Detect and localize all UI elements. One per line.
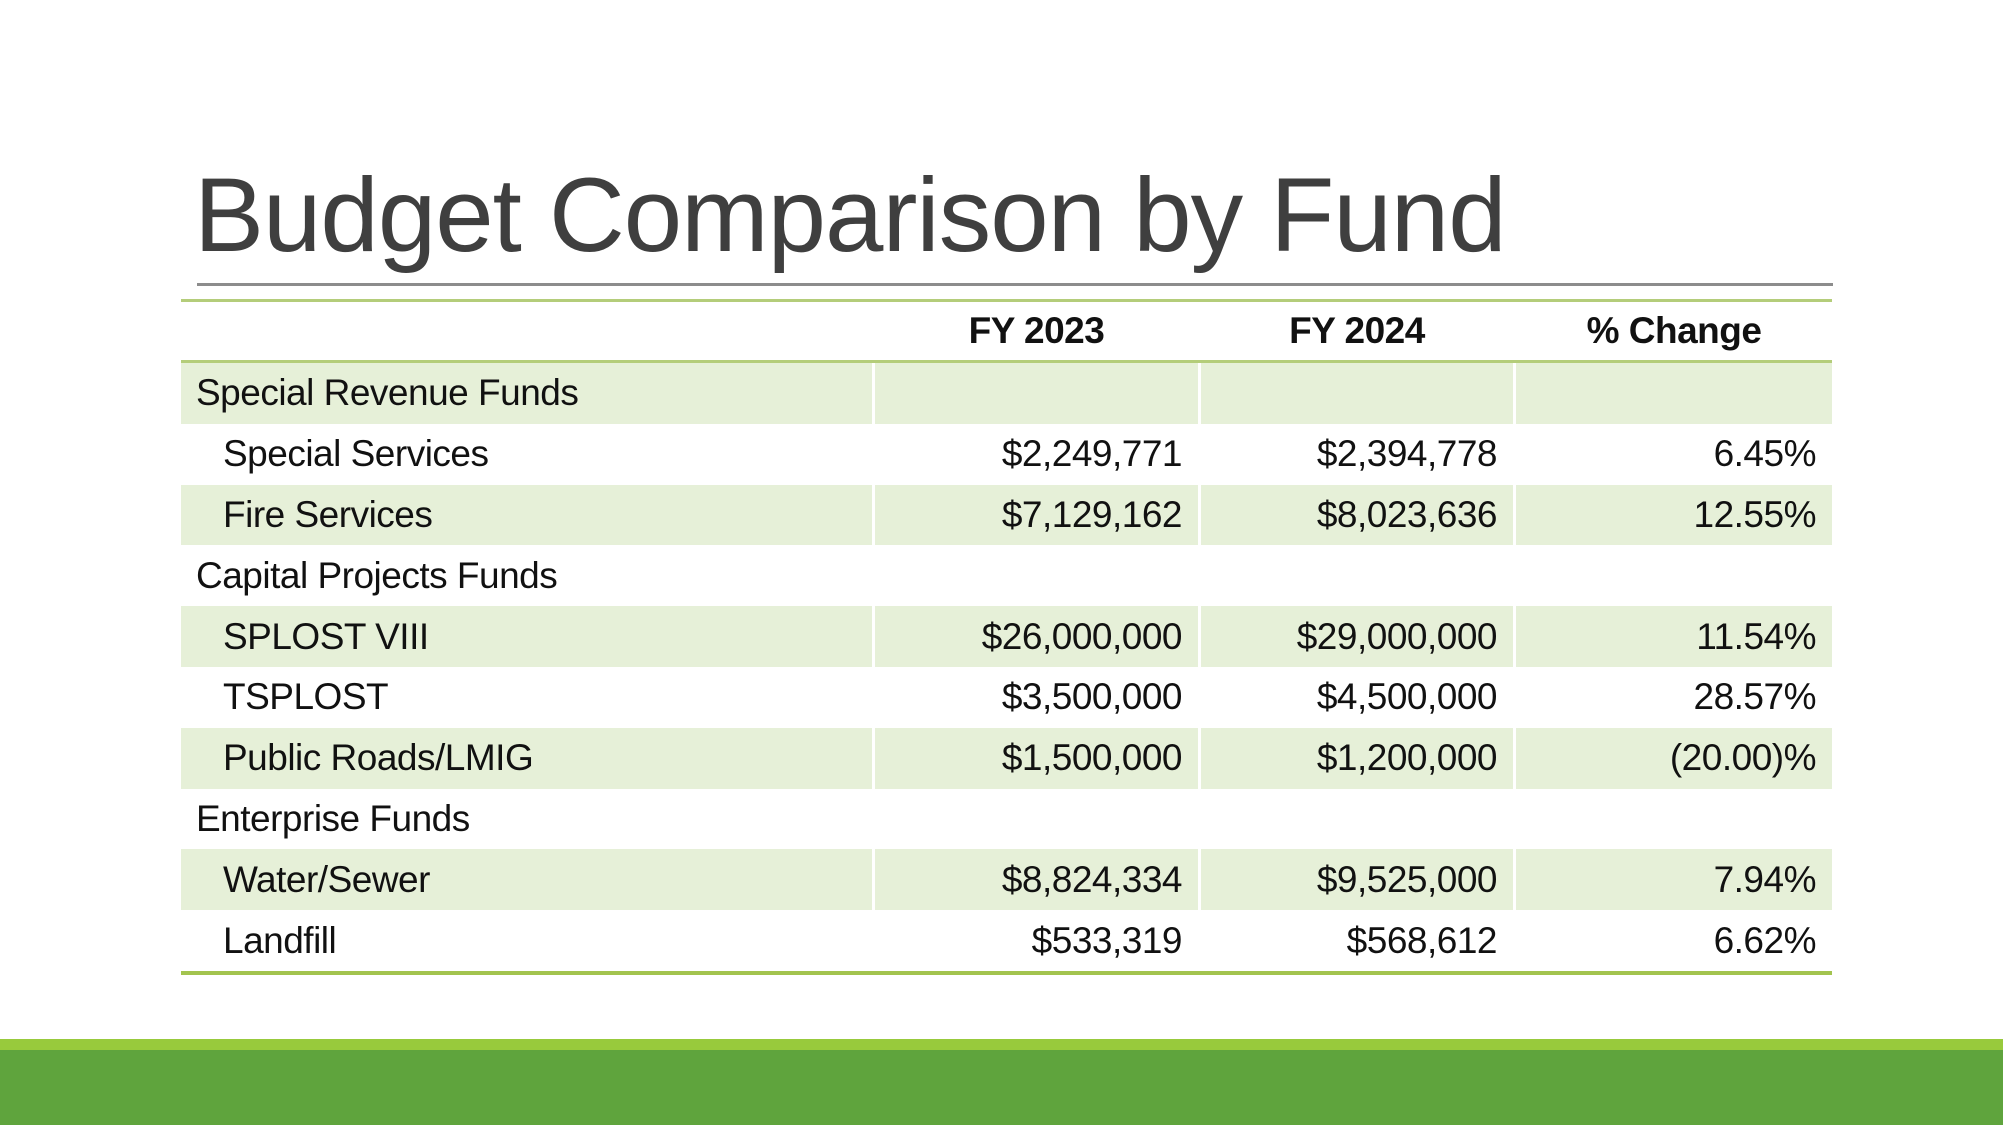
fy2024-value: $568,612 bbox=[1198, 910, 1513, 971]
pct-change-value: 6.45% bbox=[1513, 423, 1832, 485]
pct-change-value: 11.54% bbox=[1513, 606, 1832, 667]
pct-change-value: 6.62% bbox=[1513, 910, 1832, 971]
footer-accent-band-light bbox=[0, 1039, 2003, 1050]
fy2024-value bbox=[1198, 363, 1513, 424]
fy2023-value: $2,249,771 bbox=[872, 423, 1198, 485]
fund-label: Landfill bbox=[223, 919, 337, 961]
fy2023-value bbox=[872, 788, 1198, 850]
fy2024-value: $4,500,000 bbox=[1198, 666, 1513, 728]
table-row-category: Special Revenue Funds bbox=[181, 363, 1832, 424]
table-row-category: Enterprise Funds bbox=[181, 788, 1832, 850]
fy2023-value: $8,824,334 bbox=[872, 849, 1198, 911]
fy2024-value: $29,000,000 bbox=[1198, 606, 1513, 667]
pct-change-value: 7.94% bbox=[1513, 849, 1832, 911]
table-row: Water/Sewer $8,824,334 $9,525,000 7.94% bbox=[181, 849, 1832, 911]
pct-change-value: 28.57% bbox=[1513, 666, 1832, 728]
fund-label: Special Services bbox=[223, 433, 489, 475]
table-row-category: Capital Projects Funds bbox=[181, 545, 1832, 607]
fund-category-label: Enterprise Funds bbox=[196, 797, 470, 839]
footer-accent-band-dark bbox=[0, 1050, 2003, 1125]
table-row: Landfill $533,319 $568,612 6.62% bbox=[181, 910, 1832, 971]
pct-change-value: 12.55% bbox=[1513, 484, 1832, 546]
table-row: Special Services $2,249,771 $2,394,778 6… bbox=[181, 423, 1832, 485]
fund-label: TSPLOST bbox=[223, 676, 389, 718]
fund-label: SPLOST VIII bbox=[181, 606, 872, 667]
fy2023-value: $533,319 bbox=[872, 910, 1198, 971]
fund-label: Water/Sewer bbox=[181, 849, 872, 911]
fund-label: Public Roads/LMIG bbox=[181, 727, 872, 789]
pct-change-value bbox=[1513, 545, 1832, 607]
fy2023-value: $1,500,000 bbox=[872, 727, 1198, 789]
table-row: Public Roads/LMIG $1,500,000 $1,200,000 … bbox=[181, 727, 1832, 789]
column-header-fy2023: FY 2023 bbox=[872, 302, 1198, 360]
table-row: Fire Services $7,129,162 $8,023,636 12.5… bbox=[181, 484, 1832, 546]
fy2023-value: $26,000,000 bbox=[872, 606, 1198, 667]
budget-comparison-table: FY 2023 FY 2024 % Change Special Revenue… bbox=[181, 299, 1832, 975]
title-underline bbox=[197, 283, 1833, 286]
fy2024-value bbox=[1198, 788, 1513, 850]
fund-category-label: Special Revenue Funds bbox=[181, 363, 872, 424]
pct-change-value: (20.00)% bbox=[1513, 727, 1832, 789]
fy2024-value: $8,023,636 bbox=[1198, 484, 1513, 546]
table-row: SPLOST VIII $26,000,000 $29,000,000 11.5… bbox=[181, 606, 1832, 667]
fund-category-label: Capital Projects Funds bbox=[196, 554, 558, 596]
column-header-fy2024: FY 2024 bbox=[1198, 302, 1513, 360]
fy2023-value bbox=[872, 363, 1198, 424]
pct-change-value bbox=[1513, 788, 1832, 850]
table-row: TSPLOST $3,500,000 $4,500,000 28.57% bbox=[181, 666, 1832, 728]
fy2024-value: $1,200,000 bbox=[1198, 727, 1513, 789]
column-header-pct-change: % Change bbox=[1513, 302, 1832, 360]
page-title: Budget Comparison by Fund bbox=[194, 157, 1507, 274]
fy2023-value: $7,129,162 bbox=[872, 484, 1198, 546]
pct-change-value bbox=[1513, 363, 1832, 424]
fund-label: Fire Services bbox=[181, 484, 872, 546]
fy2024-value bbox=[1198, 545, 1513, 607]
fy2024-value: $2,394,778 bbox=[1198, 423, 1513, 485]
fy2023-value bbox=[872, 545, 1198, 607]
fy2023-value: $3,500,000 bbox=[872, 666, 1198, 728]
table-header-row: FY 2023 FY 2024 % Change bbox=[181, 302, 1832, 363]
fy2024-value: $9,525,000 bbox=[1198, 849, 1513, 911]
column-header-fund bbox=[181, 302, 872, 360]
